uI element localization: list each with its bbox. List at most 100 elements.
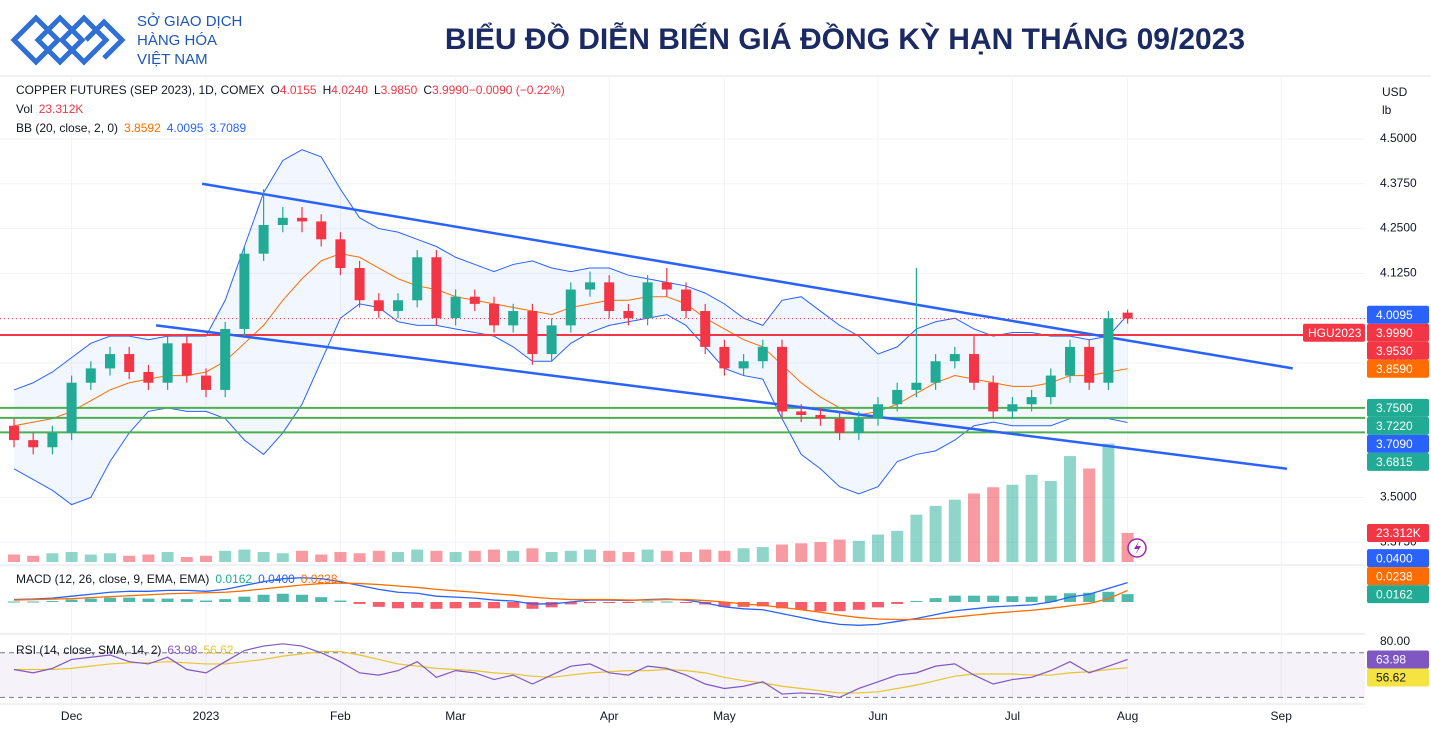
- legend-value: −0.0090 (−0.22%): [469, 83, 565, 97]
- candle-body: [412, 257, 423, 301]
- candle-body: [661, 282, 672, 290]
- candle-body: [873, 404, 883, 419]
- macd-histogram-bar: [1025, 596, 1038, 602]
- price-tag: [1367, 452, 1429, 471]
- price-tag: [1367, 650, 1429, 669]
- legend: RSI (14, close, SMA, 14, 2) 63.98 56.62: [16, 643, 234, 657]
- price-tag-label: 3.9530: [1376, 344, 1413, 358]
- macd-histogram-bar: [776, 602, 788, 609]
- candle-body: [527, 311, 538, 355]
- x-tick-label: 2023: [193, 709, 220, 723]
- candle-body: [949, 354, 960, 362]
- candle-body: [1065, 346, 1075, 376]
- candle-body: [700, 311, 711, 347]
- volume-bar: [852, 540, 865, 562]
- price-tag-label: 3.9990: [1376, 326, 1413, 340]
- logo-text: VIỆT NAM: [137, 51, 208, 68]
- x-tick-label: Apr: [600, 709, 619, 723]
- volume-bar: [200, 555, 212, 562]
- x-tick-label: Aug: [1117, 709, 1138, 723]
- macd-histogram-bar: [526, 602, 539, 609]
- macd-histogram-bar: [353, 602, 366, 604]
- macd-histogram-bar: [584, 602, 596, 603]
- price-tag-label: 63.98: [1376, 653, 1406, 667]
- macd-histogram-bar: [180, 599, 193, 602]
- volume-bar: [1064, 456, 1076, 562]
- macd-histogram-bar: [257, 594, 270, 602]
- volume-bar: [296, 550, 308, 562]
- macd-histogram-bar: [468, 602, 481, 608]
- y-tick-label: 4.1250: [1380, 266, 1417, 280]
- candle-body: [85, 368, 96, 383]
- candle-body: [201, 375, 211, 390]
- candle-body: [1026, 397, 1037, 405]
- x-tick-label: Sep: [1271, 709, 1293, 723]
- candle-body: [1045, 375, 1056, 398]
- legend-name: RSI (14, close, SMA, 14, 2): [16, 643, 161, 657]
- macd-histogram-bar: [411, 602, 424, 608]
- macd-histogram-bar: [852, 602, 865, 610]
- macd-histogram-bar: [545, 602, 558, 608]
- legend-value: 3.9990: [432, 83, 469, 97]
- y-tick-label: 4.5000: [1380, 131, 1417, 145]
- macd-histogram-bar: [680, 602, 692, 603]
- price-tag: [1367, 323, 1429, 342]
- volume-bar: [46, 553, 59, 562]
- alert-icon: [1134, 541, 1141, 555]
- candle-body: [1007, 404, 1018, 412]
- candle-body: [738, 361, 749, 369]
- macd-histogram-bar: [372, 602, 385, 607]
- macd-histogram-bar: [948, 595, 961, 602]
- volume-bar: [737, 548, 750, 562]
- trend-line: [155, 324, 1288, 471]
- volume-bar: [1025, 474, 1038, 562]
- candle-body: [354, 268, 365, 301]
- volume-bar: [699, 549, 712, 562]
- macd-histogram-bar: [718, 602, 731, 607]
- candle-body: [373, 300, 384, 312]
- candle-body: [988, 382, 999, 412]
- volume-bar: [718, 550, 731, 562]
- macd-histogram-bar: [8, 601, 20, 603]
- candle-body: [335, 239, 346, 269]
- volume-bar: [161, 552, 174, 562]
- candle-body: [930, 361, 941, 383]
- candle-body: [239, 253, 250, 329]
- volume-bar: [353, 553, 366, 562]
- volume-bar: [8, 554, 20, 562]
- candle-body: [393, 300, 403, 312]
- candle-body: [9, 425, 19, 441]
- volume-bar: [123, 555, 136, 562]
- volume-bar: [526, 548, 539, 562]
- volume-bar: [257, 552, 270, 562]
- bb-upper: [13, 149, 1128, 391]
- volume-bar: [987, 487, 1000, 562]
- legend-name: BB (20, close, 2, 0): [16, 121, 118, 135]
- volume-bar: [468, 550, 481, 562]
- candle-body: [585, 282, 595, 290]
- legend-key: C: [423, 83, 432, 97]
- price-tag-label: 3.7090: [1376, 437, 1413, 451]
- volume-bar: [584, 549, 596, 562]
- macd-histogram-bar: [641, 601, 654, 603]
- candle-body: [546, 325, 557, 355]
- macd-histogram-bar: [238, 596, 251, 602]
- volume-bar: [1102, 443, 1115, 562]
- macd-histogram-bar: [1006, 596, 1019, 602]
- macd-histogram-bar: [200, 600, 212, 602]
- volume-bar: [392, 552, 404, 562]
- volume-bar: [142, 554, 155, 562]
- macd-histogram-bar: [315, 597, 328, 602]
- macd-histogram-bar: [1121, 594, 1134, 602]
- price-tag: [1367, 359, 1429, 378]
- unit-label: lb: [1382, 103, 1392, 117]
- volume-bar: [276, 553, 289, 562]
- macd-histogram-bar: [795, 602, 808, 610]
- candle-body: [757, 346, 768, 362]
- price-tag-label: 4.0095: [1376, 308, 1413, 322]
- candle-body: [105, 354, 115, 369]
- logo-text: HÀNG HÓA: [137, 32, 217, 49]
- candle-body: [815, 415, 826, 419]
- price-tag: [1367, 585, 1429, 604]
- macd-histogram-bar: [123, 597, 136, 602]
